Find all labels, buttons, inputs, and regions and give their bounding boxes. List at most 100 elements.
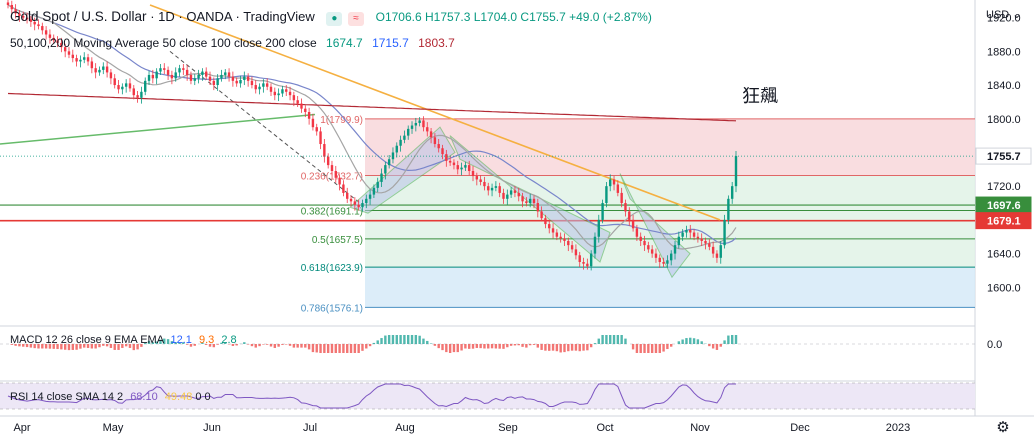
candle-body (7, 2, 9, 5)
candle-body (434, 137, 436, 144)
macd-hist-bar (464, 344, 466, 349)
candle-body (296, 100, 298, 103)
candle-body (418, 120, 420, 123)
ma-legend[interactable]: 50,100,200 Moving Average 50 close 100 c… (10, 36, 455, 50)
fib-level-label: 0.786(1576.1) (301, 303, 363, 314)
candle-body (544, 218, 546, 224)
platform-name: TradingView (243, 9, 315, 24)
candle-body (357, 205, 359, 208)
timeframe[interactable]: 1D (158, 9, 175, 24)
candle-body (491, 188, 493, 191)
candle-body (399, 140, 401, 146)
candle-body (453, 163, 455, 166)
macd-hist-bar (727, 336, 729, 344)
currency-selector[interactable]: USD ⌄ (986, 8, 1022, 21)
macd-hist-bar (689, 338, 691, 344)
x-tick-label: Aug (395, 422, 415, 434)
candle-body (533, 199, 535, 203)
candle-body (537, 203, 539, 211)
macd-hist-bar (586, 344, 588, 350)
macd-hist-bar (525, 344, 527, 348)
candle-body (117, 85, 119, 89)
candle-body (693, 233, 695, 237)
candle-body (556, 233, 558, 237)
candle-body (457, 165, 459, 169)
macd-hist-bar (342, 344, 344, 353)
candle-body (384, 165, 386, 173)
macd-hist-bar (251, 344, 253, 346)
macd-hist-bar (601, 335, 603, 344)
ma200-value: 1803.7 (418, 36, 455, 50)
candle-body (167, 70, 169, 75)
macd-hist-bar (521, 344, 523, 347)
candle-body (601, 203, 603, 220)
candle-body (727, 199, 729, 220)
candle-body (468, 165, 470, 171)
candle-body (430, 131, 432, 137)
candle-body (426, 127, 428, 131)
candle-body (563, 238, 565, 241)
candle-body (83, 57, 85, 60)
macd-hist-bar (716, 344, 718, 350)
macd-hist-bar (304, 344, 306, 348)
candle-body (323, 144, 325, 157)
rsi-sma-value: 49.48 (165, 391, 193, 403)
broker: OANDA (186, 9, 232, 24)
fib-level-label: 0.5(1657.5) (312, 235, 363, 246)
macd-hist-bar (453, 344, 455, 352)
macd-legend[interactable]: MACD 12 26 close 9 EMA EMA 12.1 9.3 2.8 (10, 334, 237, 346)
macd-hist-bar (472, 344, 474, 349)
candle-body (479, 179, 481, 182)
macd-hist-bar (262, 344, 264, 345)
macd-hist-bar (449, 344, 451, 353)
candle-body (498, 186, 500, 193)
candle-body (609, 179, 611, 186)
candle-body (567, 241, 569, 245)
candle-body (712, 247, 714, 254)
candle-body (197, 75, 199, 78)
macd-hist-bar (609, 335, 611, 344)
candle-body (266, 83, 268, 86)
macd-hist-bar (300, 344, 302, 348)
chart-annotation[interactable]: 狂飆 (742, 82, 778, 108)
candle-body (548, 224, 550, 228)
symbol-header[interactable]: Gold Spot / U.S. Dollar · 1D · OANDA · T… (10, 9, 652, 26)
candle-body (700, 238, 702, 241)
macd-hist-bar (624, 339, 626, 344)
macd-hist-bar (582, 344, 584, 351)
wave-icon[interactable]: ≈ (348, 12, 364, 26)
candle-body (628, 211, 630, 219)
macd-signal-value: 9.3 (199, 334, 214, 346)
symbol-name[interactable]: Gold Spot / U.S. Dollar (10, 9, 147, 24)
candle-body (194, 78, 196, 81)
macd-hist-bar (575, 344, 577, 351)
candle-body (129, 83, 131, 88)
candle-body (582, 262, 584, 264)
macd-hist-bar (319, 344, 321, 353)
gear-icon[interactable]: ⚙ (996, 419, 1009, 436)
macd-hist-bar (712, 344, 714, 349)
candle-body (487, 186, 489, 190)
macd-hist-bar (331, 344, 333, 353)
candle-body (232, 77, 234, 81)
macd-hist-bar (651, 344, 653, 353)
candle-body (159, 68, 161, 71)
macd-hist-bar (563, 344, 565, 352)
rsi-legend[interactable]: RSI 14 close SMA 14 2 68.10 49.48 0 0 (10, 391, 211, 403)
candle-body (659, 258, 661, 262)
candle-body (388, 159, 390, 165)
candle-body (514, 190, 516, 193)
candle-body (68, 51, 70, 54)
candle-body (586, 264, 588, 267)
ohlc-values: O1706.6 H1757.3 L1704.0 C1755.7 +49.0 (+… (376, 10, 652, 24)
macd-hist-bar (369, 344, 371, 346)
candle-body (369, 195, 371, 199)
macd-hist-bar (548, 344, 550, 351)
candle-body (502, 193, 504, 199)
macd-hist-bar (426, 341, 428, 344)
market-open-icon[interactable]: ● (326, 12, 342, 26)
x-tick-label: Dec (790, 422, 810, 434)
macd-hist-bar (670, 344, 672, 347)
macd-hist-bar (430, 343, 432, 344)
